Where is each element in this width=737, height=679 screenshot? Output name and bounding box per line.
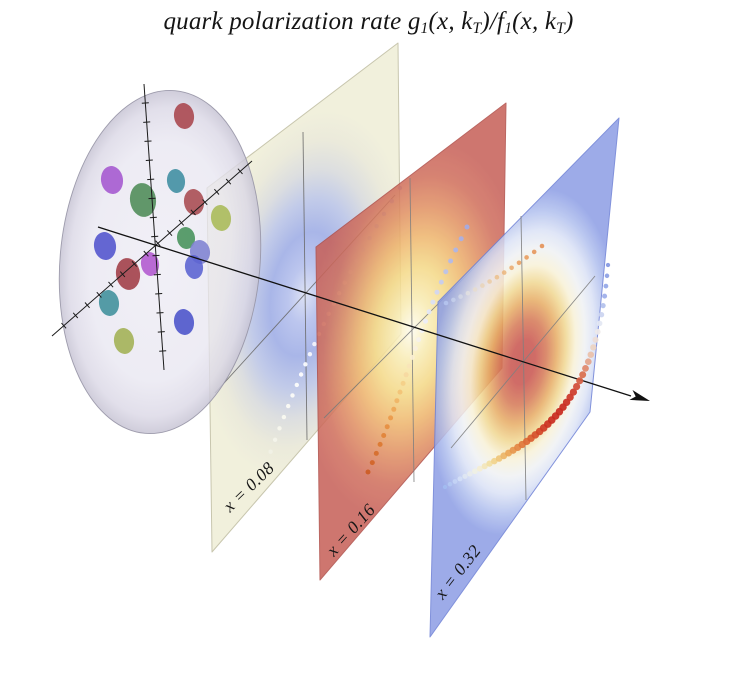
parton-dots bbox=[93, 103, 232, 354]
crosshair-vertical-x032 bbox=[520, 215, 527, 501]
parton-dot bbox=[173, 309, 195, 335]
parton-dot bbox=[176, 227, 196, 249]
figure-title: quark polarization rate g1(x, kT)/f1(x, … bbox=[163, 8, 574, 37]
value-streak-x032-upper bbox=[443, 243, 545, 306]
title-text: quark polarization rate bbox=[163, 8, 408, 35]
parton-dot bbox=[100, 166, 124, 194]
plane-sheet-x032 bbox=[429, 117, 620, 638]
parton-dot bbox=[115, 258, 141, 290]
parton-dot bbox=[93, 232, 117, 260]
axis-arrowhead bbox=[629, 390, 650, 401]
transverse-axis-diagonal bbox=[51, 160, 253, 337]
crosshair-vertical-x008 bbox=[302, 131, 308, 441]
parton-dot bbox=[113, 328, 135, 354]
parton-dot bbox=[166, 169, 186, 193]
parton-dot bbox=[184, 255, 204, 279]
parton-dot bbox=[140, 252, 160, 276]
plane-slice-x032 bbox=[429, 117, 620, 638]
parton-dot bbox=[173, 103, 195, 129]
transverse-axis-vertical bbox=[141, 83, 167, 371]
value-streak-x032 bbox=[442, 262, 611, 490]
parton-dot bbox=[98, 290, 120, 316]
parton-dot bbox=[210, 205, 232, 231]
nucleon-disk bbox=[51, 83, 262, 435]
value-streak-x016 bbox=[365, 224, 470, 475]
parton-dot bbox=[129, 183, 157, 217]
parton-dot bbox=[183, 189, 205, 215]
longitudinal-momentum-axis bbox=[97, 226, 650, 401]
